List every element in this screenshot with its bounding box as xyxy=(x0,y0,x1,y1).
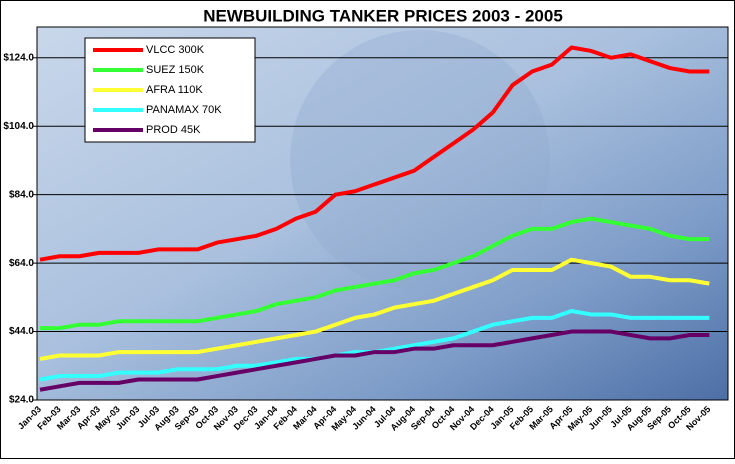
y-tick-label: $44.0 xyxy=(9,326,34,337)
y-tick-label: $124.0 xyxy=(3,52,34,63)
legend-label: SUEZ 150K xyxy=(146,64,205,76)
series-line xyxy=(40,216,710,331)
y-tick-label: $104.0 xyxy=(3,121,34,132)
series-line xyxy=(39,45,710,262)
background-emblem xyxy=(290,30,550,290)
legend-label: AFRA 110K xyxy=(146,84,203,96)
y-tick-label: $24.0 xyxy=(9,395,34,406)
legend-entries: VLCC 300K SUEZ 150K AFRA 110K PANAMAX 70K PR… xyxy=(93,44,222,136)
legend-label: PANAMAX 70K xyxy=(146,104,222,116)
lines xyxy=(39,45,710,392)
y-tick-label: $84.0 xyxy=(9,189,34,200)
series-line xyxy=(39,257,710,361)
chart-title: NEWBUILDING TANKER PRICES 2003 - 2005 xyxy=(203,6,563,25)
legend-label: PROD 45K xyxy=(146,124,201,136)
legend-label: VLCC 300K xyxy=(146,44,205,56)
y-tick-label: $64.0 xyxy=(9,258,34,269)
series-line xyxy=(39,329,710,392)
